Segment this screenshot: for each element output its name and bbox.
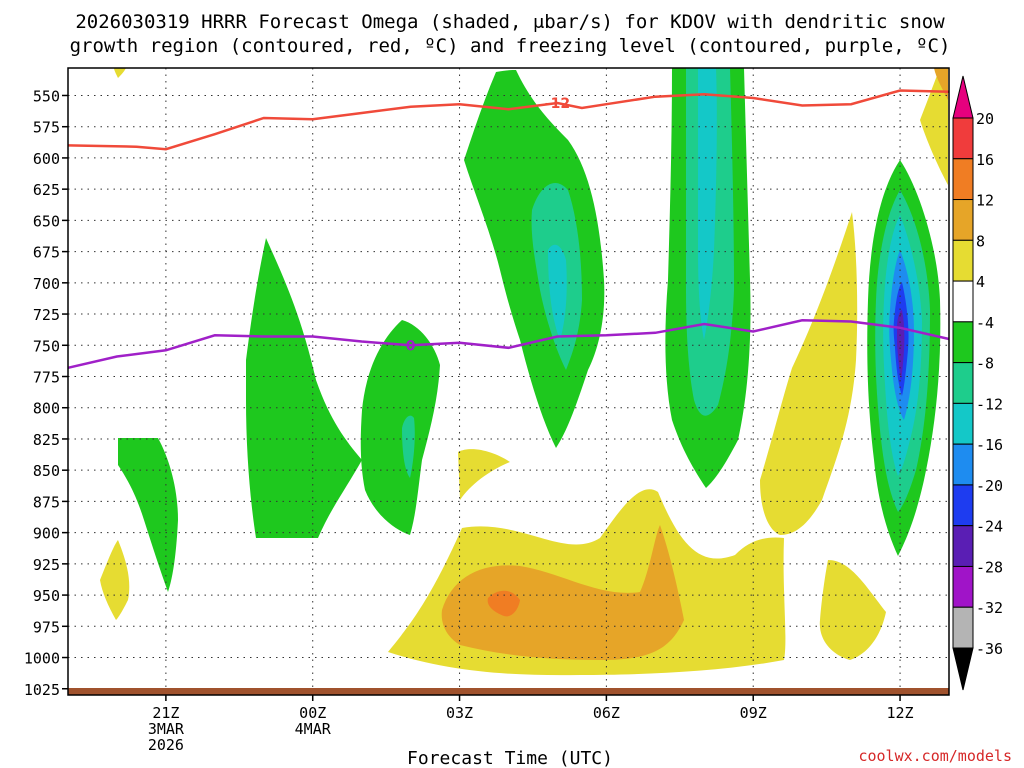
colorbar-arrow-bottom [952,647,974,691]
colorbar-bin-4 to 8 [952,239,974,282]
y-tick-label-975: 975 [33,618,60,636]
omega-negative-12-col-d [698,68,717,340]
y-tick-label-925: 925 [33,556,60,574]
omega-shading [100,68,948,676]
colorbar-label-4: 4 [976,273,985,291]
omega-positive-4-right-lower [819,560,886,660]
colorbar-label--20: -20 [976,477,1003,495]
x-tick-label-4MAR: 4MAR [295,720,332,738]
colorbar-bin--16 to -12 [952,402,974,445]
x-tick-label-06Z: 06Z [593,704,620,722]
omega-negative-8-col-b [402,415,415,478]
y-tick-label-775: 775 [33,369,60,387]
colorbar-label-16: 16 [976,151,994,169]
y-tick-label-750: 750 [33,337,60,355]
y-tick-label-625: 625 [33,181,60,199]
colorbar-bin--4 to 4 [952,280,974,323]
y-tick-label-825: 825 [33,431,60,449]
colorbar-bin--36 to -32 [952,606,974,649]
y-tick-label-725: 725 [33,306,60,324]
colorbar-label-20: 20 [976,110,994,128]
colorbar-label--4: -4 [976,314,994,332]
colorbar-label--28: -28 [976,558,1003,576]
y-tick-label-950: 950 [33,587,60,605]
x-tick-label-12Z: 12Z [887,704,914,722]
x-tick-label-2026: 2026 [148,736,184,754]
x-tick-label-21Z: 21Z [152,704,179,722]
omega-positive-4-top-left-sliver [114,68,126,78]
y-tick-label-1025: 1025 [24,681,60,699]
colorbar-label--32: -32 [976,599,1003,617]
omega-negative-4-left-column [118,438,178,592]
y-tick-label-900: 900 [33,525,60,543]
chart-title-line-1: 2026030319 HRRR Forecast Omega (shaded, … [75,11,945,33]
colorbar-bin-12 to 16 [952,158,974,201]
colorbar-label-12: 12 [976,192,994,210]
plot-border [67,67,950,696]
y-axis-ticks: 550 575 600 625 650 675 700 725 750 775 800 825 850 8… [24,87,68,699]
omega-negative-4-col-b [360,320,440,535]
omega-negative-4-col-a [246,238,362,538]
colorbar-bin--12 to -8 [952,362,974,404]
colorbar: 20 16 12 8 4 -4 -8 -12 -16 -20 -24 -28 -32 -36 [952,75,1003,691]
ground-fill [68,688,949,695]
colorbar-label--36: -36 [976,640,1003,658]
x-axis-label: Forecast Time (UTC) [407,748,613,768]
y-tick-label-850: 850 [33,462,60,480]
omega-positive-12-core [487,590,520,617]
colorbar-label-8: 8 [976,232,985,250]
colorbar-bin--8 to -4 [952,321,974,364]
y-tick-label-650: 650 [33,212,60,230]
colorbar-label--16: -16 [976,436,1003,454]
colorbar-bin--32 to -28 [952,565,974,608]
y-tick-label-600: 600 [33,150,60,168]
omega-positive-8-lower-blob [441,525,684,660]
x-tick-label-03Z: 03Z [446,704,473,722]
x-tick-label-09Z: 09Z [740,704,767,722]
colorbar-arrow-top [952,75,974,119]
x-tick-label-00Z: 00Z [299,704,326,722]
freezing-level-contour [67,319,950,370]
grid-lines [68,68,949,695]
colorbar-bin--24 to -20 [952,484,974,527]
dendritic-minus12-contour [67,89,950,151]
y-tick-label-700: 700 [33,275,60,293]
y-tick-label-550: 550 [33,87,60,105]
omega-negative-12-col-c [548,244,567,340]
freezing-level-label: 0 [406,338,416,354]
colorbar-bin--20 to -16 [952,443,974,486]
plot-area: -12 0 [67,67,950,696]
y-tick-label-800: 800 [33,400,60,418]
y-tick-label-575: 575 [33,119,60,137]
colorbar-bin--28 to -24 [952,525,974,567]
colorbar-label--8: -8 [976,355,994,373]
omega-positive-4-left-small [100,540,130,620]
colorbar-bin-8 to 12 [952,199,974,241]
colorbar-label--12: -12 [976,395,1003,413]
y-tick-label-675: 675 [33,244,60,262]
omega-positive-4-small-mid [458,449,510,500]
x-tick-label-3MAR: 3MAR [148,720,185,738]
y-tick-label-1000: 1000 [24,650,60,668]
dendritic-contour-label: -12 [545,96,570,112]
y-tick-label-875: 875 [33,493,60,511]
chart-title-line-2: growth region (contoured, red, ºC) and f… [70,35,951,57]
colorbar-label--24: -24 [976,518,1003,536]
colorbar-bin-16 to 20 [952,117,974,160]
omega-positive-4-right-column [760,212,858,535]
credit-text: coolwx.com/models [858,747,1012,765]
